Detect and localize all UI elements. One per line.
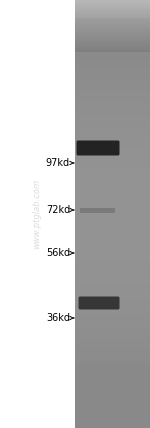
Bar: [80, 208, 115, 212]
Text: 97kd: 97kd: [46, 158, 70, 168]
Text: 72kd: 72kd: [46, 205, 70, 215]
Text: www.ptglab.com: www.ptglab.com: [33, 179, 42, 249]
FancyBboxPatch shape: [76, 140, 120, 155]
Text: 56kd: 56kd: [46, 248, 70, 258]
FancyBboxPatch shape: [78, 297, 120, 309]
Text: 36kd: 36kd: [46, 313, 70, 323]
